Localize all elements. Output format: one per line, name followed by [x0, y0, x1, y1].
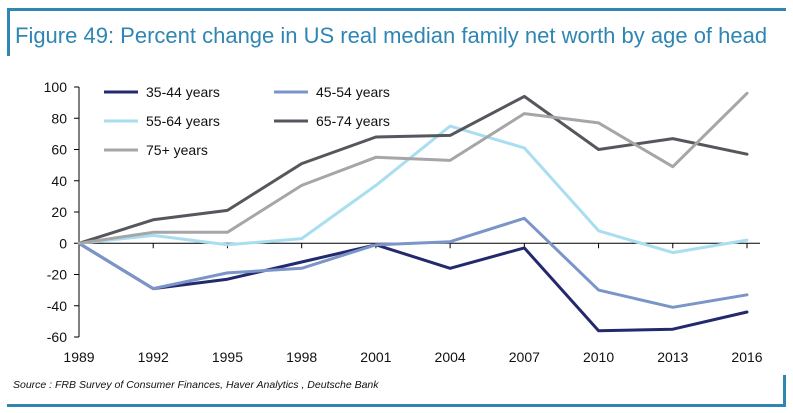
y-tick-label: 0: [59, 235, 67, 251]
frame-bottom-border: [7, 404, 786, 407]
x-tick-label: 2004: [435, 349, 466, 365]
x-tick-label: 1992: [138, 349, 169, 365]
series-line-35-44-years: [77, 241, 749, 333]
legend-label: 45-54 years: [316, 84, 390, 100]
chart-legend: 35-44 years 45-54 years 55-64 years 65-74 y…: [104, 84, 390, 158]
legend-label: 55-64 years: [146, 113, 220, 129]
x-tick-label: 1998: [286, 349, 317, 365]
source-note: Source : FRB Survey of Consumer Finances…: [13, 379, 379, 391]
y-tick-label: -60: [47, 329, 67, 345]
legend-label: 35-44 years: [146, 84, 220, 100]
chart-lines: [77, 91, 749, 333]
frame-top-border: [7, 8, 786, 11]
series-line-55-64-years: [77, 124, 749, 255]
x-tick-label: 1995: [212, 349, 243, 365]
series-line-45-54-years: [77, 216, 749, 309]
x-tick-label: 2013: [657, 349, 688, 365]
frame-right-border: [783, 375, 786, 407]
y-tick-label: -20: [47, 267, 67, 283]
x-tick-label: 1989: [63, 349, 94, 365]
y-tick-label: 80: [51, 110, 67, 126]
figure-title: Figure 49: Percent change in US real med…: [15, 23, 768, 48]
legend-label: 65-74 years: [316, 113, 390, 129]
chart-axes: -60 -40 -20 0 20 40 60 80 100 1989 1992 1995 1998 200…: [44, 79, 763, 365]
x-tick-label: 2007: [509, 349, 540, 365]
y-tick-label: 60: [51, 142, 67, 158]
y-tick-label: 20: [51, 204, 67, 220]
legend-label: 75+ years: [146, 142, 208, 158]
x-tick-label: 2016: [731, 349, 762, 365]
y-tick-label: 40: [51, 173, 67, 189]
x-tick-label: 2001: [360, 349, 391, 365]
series-line-75-years: [77, 91, 749, 245]
y-tick-label: -40: [47, 298, 67, 314]
frame-left-border: [7, 8, 10, 56]
x-tick-label: 2010: [583, 349, 614, 365]
y-tick-label: 100: [44, 79, 68, 95]
